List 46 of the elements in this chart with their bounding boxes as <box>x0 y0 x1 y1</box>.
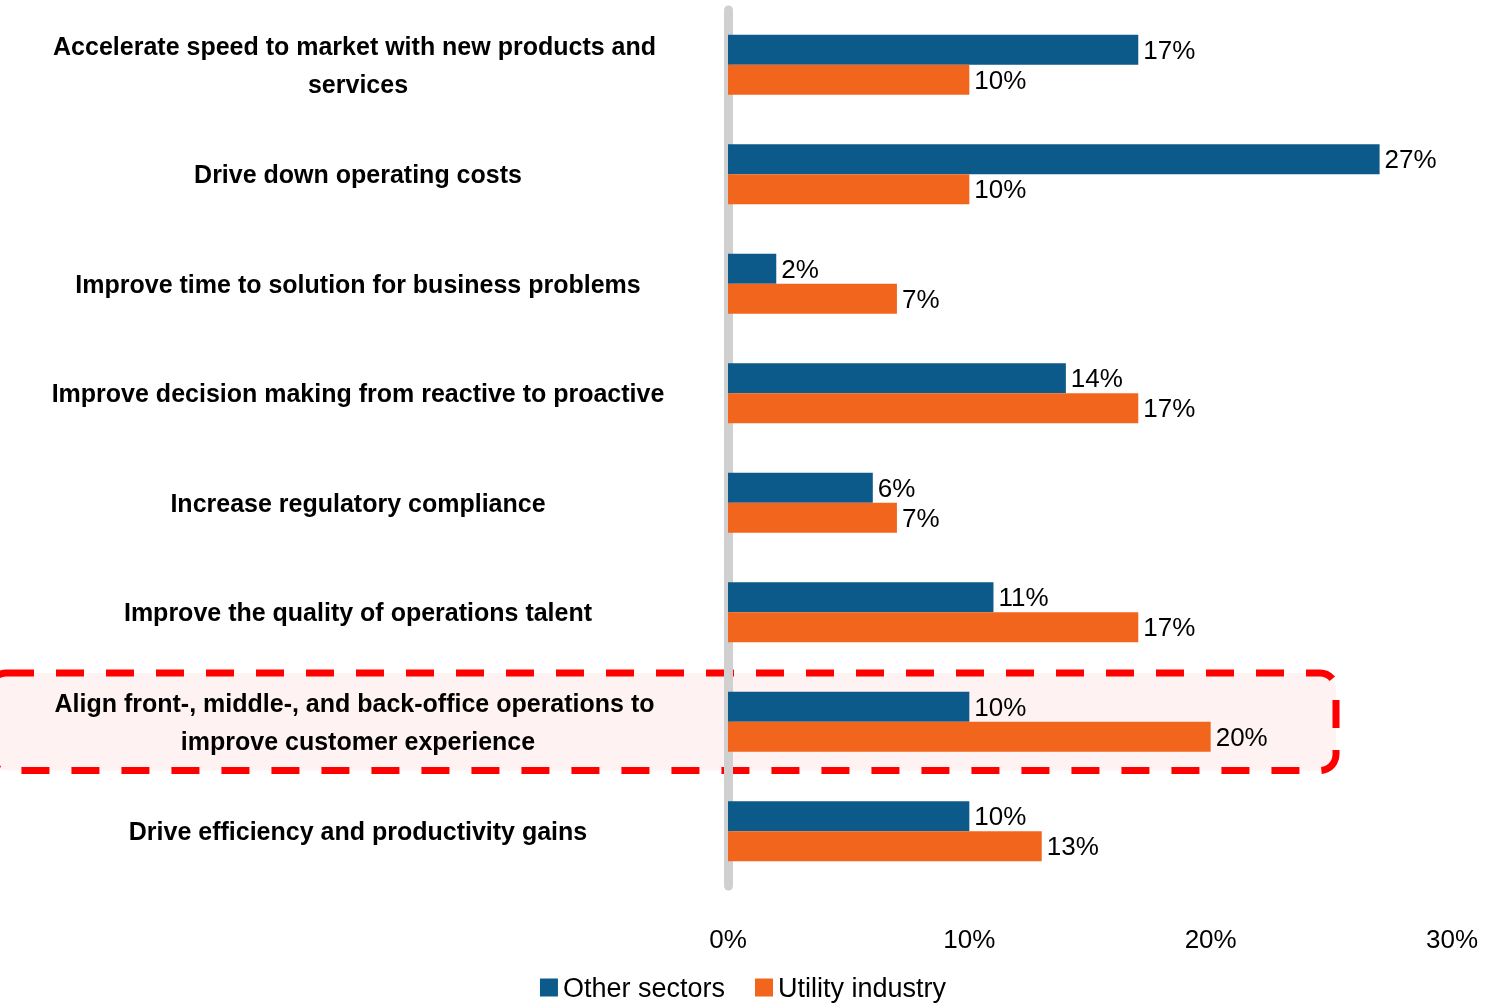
y-tick-label: Improve decision making from reactive to proactive <box>51 379 665 408</box>
x-tick-label: 20% <box>1184 924 1237 954</box>
data-label: 13% <box>1046 831 1099 862</box>
x-tick-label: 10% <box>943 924 996 954</box>
bar <box>728 502 897 533</box>
legend-label: Utility industry <box>778 972 947 1003</box>
bar <box>728 253 777 284</box>
data-label: 17% <box>1143 393 1196 424</box>
data-label: 7% <box>901 502 940 533</box>
y-tick-label: Accelerate speed to market with new products and services <box>53 31 663 98</box>
data-label: 14% <box>1070 363 1123 394</box>
bar <box>728 393 1139 424</box>
y-tick-label: Improve the quality of operations talent <box>123 598 593 627</box>
bar <box>728 283 897 314</box>
data-label: 6% <box>877 472 916 503</box>
data-label: 10% <box>974 174 1027 205</box>
bar <box>728 64 970 95</box>
bar <box>728 801 970 832</box>
bar <box>728 721 1211 752</box>
bar <box>728 174 970 205</box>
bar <box>728 831 1042 862</box>
bar <box>728 34 1139 65</box>
data-label: 10% <box>974 801 1027 832</box>
y-tick-label: Align front-, middle-, and back-office operations to improve customer experience <box>54 688 662 755</box>
y-tick-label: Drive efficiency and productivity gains <box>128 817 588 846</box>
bar <box>728 472 873 503</box>
data-label: 17% <box>1143 34 1196 65</box>
bar <box>728 363 1066 394</box>
data-label: 27% <box>1384 144 1437 175</box>
bar <box>728 691 970 722</box>
data-label: 10% <box>974 64 1027 95</box>
bar <box>728 612 1139 643</box>
data-label: 17% <box>1143 612 1196 643</box>
x-tick-label: 30% <box>1425 924 1479 954</box>
x-tick-label: 0% <box>709 924 747 954</box>
data-label: 7% <box>901 283 940 314</box>
y-tick-label: Drive down operating costs <box>194 160 522 189</box>
data-label: 2% <box>781 253 819 284</box>
legend-label: Other sectors <box>562 972 726 1003</box>
data-label: 20% <box>1215 721 1268 752</box>
data-label: 11% <box>998 582 1049 613</box>
y-tick-label: Increase regulatory compliance <box>170 488 546 517</box>
bar <box>728 144 1380 175</box>
y-tick-label: Improve time to solution for business problems <box>75 269 641 298</box>
bar <box>728 582 994 613</box>
data-label: 10% <box>974 691 1027 722</box>
